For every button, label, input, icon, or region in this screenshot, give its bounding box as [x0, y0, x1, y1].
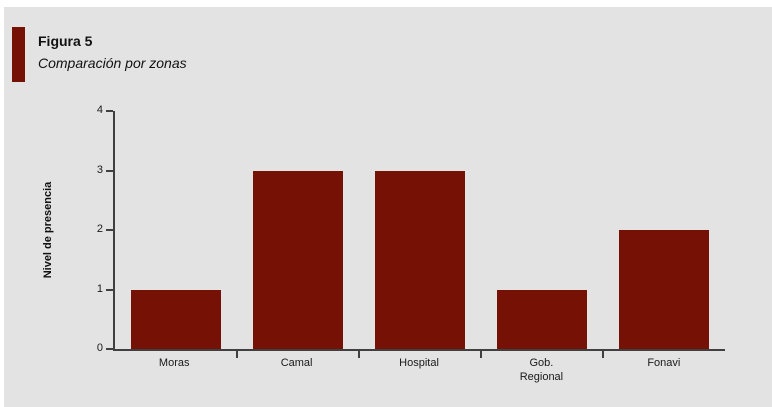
bar-hospital	[374, 170, 466, 349]
y-tick-label: 0	[96, 342, 103, 354]
x-axis-labels: Moras Camal Hospital Gob. Regional Fonavi	[113, 356, 725, 384]
bar-slot	[481, 111, 603, 349]
bar-moras	[130, 289, 222, 349]
x-category-label: Gob. Regional	[519, 357, 564, 383]
x-tick-mark	[480, 351, 482, 358]
x-category-label: Camal	[280, 357, 313, 369]
y-tick-label: 1	[96, 282, 103, 295]
y-tick-mark	[106, 229, 113, 231]
x-tick-mark	[358, 351, 360, 358]
bars-container	[115, 111, 725, 349]
plot-area: 0 1 2 3 4	[97, 104, 725, 358]
y-tick-label: 4	[96, 104, 103, 116]
y-tick-mark	[106, 169, 113, 172]
x-category-label: Moras	[158, 357, 190, 369]
y-axis-label: Nivel de presencia	[42, 181, 54, 279]
y-tick-mark	[106, 288, 113, 291]
y-tick-mark	[106, 110, 113, 112]
bar-gob-regional	[496, 289, 588, 349]
bar-slot	[359, 111, 481, 349]
bar-slot	[237, 111, 359, 349]
figure-title: Figura 5	[38, 33, 93, 49]
x-category-label: Hospital	[399, 357, 439, 369]
bar-camal	[252, 170, 344, 349]
x-tick-mark	[602, 351, 604, 358]
y-tick-label: 2	[96, 223, 103, 235]
figure-accent-bar	[12, 27, 25, 82]
bar-fonavi	[618, 230, 710, 349]
x-category-label: Fonavi	[647, 357, 681, 369]
figure-subtitle: Comparación por zonas	[38, 55, 187, 71]
y-tick-label: 3	[96, 163, 103, 176]
bar-slot	[603, 111, 725, 349]
bar-slot	[115, 111, 237, 349]
x-tick-mark	[236, 351, 238, 358]
y-tick-mark	[106, 348, 113, 350]
